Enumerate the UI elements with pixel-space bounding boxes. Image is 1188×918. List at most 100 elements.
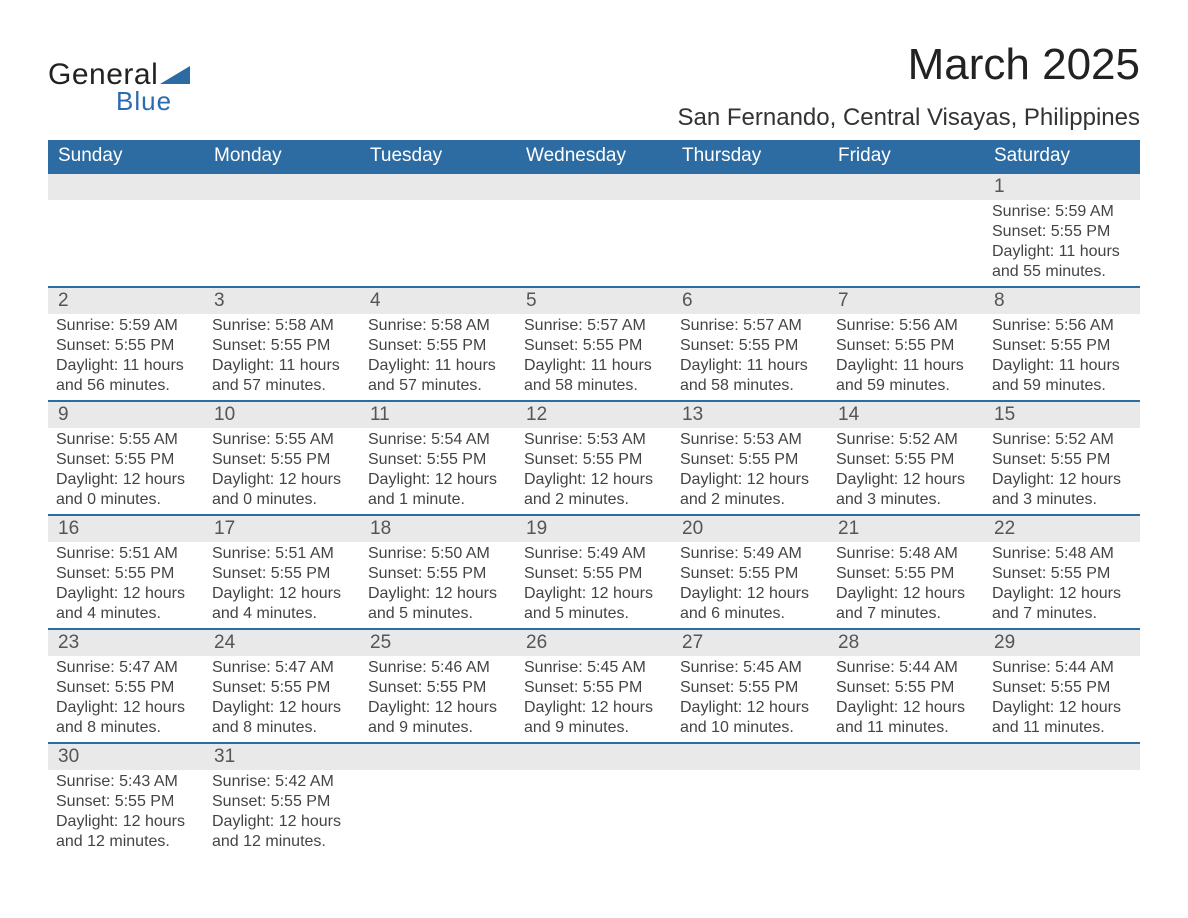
- daylight-line: Daylight: 12 hours and 2 minutes.: [524, 470, 664, 510]
- sunrise-line: Sunrise: 5:47 AM: [212, 658, 352, 678]
- sunrise-line: Sunrise: 5:55 AM: [56, 430, 196, 450]
- daylight-line: Daylight: 12 hours and 8 minutes.: [212, 698, 352, 738]
- day-number: 13: [672, 402, 828, 428]
- daylight-line: Daylight: 11 hours and 56 minutes.: [56, 356, 196, 396]
- day-detail: Sunrise: 5:51 AMSunset: 5:55 PMDaylight:…: [204, 542, 360, 628]
- sunrise-line: Sunrise: 5:52 AM: [836, 430, 976, 450]
- sunrise-line: Sunrise: 5:59 AM: [56, 316, 196, 336]
- sunset-line: Sunset: 5:55 PM: [992, 450, 1132, 470]
- sunrise-line: Sunrise: 5:44 AM: [992, 658, 1132, 678]
- sunset-line: Sunset: 5:55 PM: [368, 450, 508, 470]
- sunset-line: Sunset: 5:55 PM: [992, 222, 1132, 242]
- day-detail: [48, 200, 204, 206]
- daylight-line: Daylight: 11 hours and 58 minutes.: [680, 356, 820, 396]
- sunset-line: Sunset: 5:55 PM: [524, 678, 664, 698]
- day-detail: [360, 200, 516, 206]
- day-number: [672, 744, 828, 768]
- brand-line2: Blue: [116, 86, 172, 117]
- sunset-line: Sunset: 5:55 PM: [680, 564, 820, 584]
- day-header-row: Sunday Monday Tuesday Wednesday Thursday…: [48, 140, 1140, 173]
- daylight-line: Daylight: 11 hours and 55 minutes.: [992, 242, 1132, 282]
- sunset-line: Sunset: 5:55 PM: [56, 450, 196, 470]
- sunset-line: Sunset: 5:55 PM: [212, 336, 352, 356]
- daylight-line: Daylight: 12 hours and 8 minutes.: [56, 698, 196, 738]
- day-detail: Sunrise: 5:59 AMSunset: 5:55 PMDaylight:…: [48, 314, 204, 400]
- sunset-line: Sunset: 5:55 PM: [680, 450, 820, 470]
- day-header: Sunday: [48, 140, 204, 173]
- daylight-line: Daylight: 12 hours and 10 minutes.: [680, 698, 820, 738]
- daylight-line: Daylight: 11 hours and 59 minutes.: [836, 356, 976, 396]
- daylight-line: Daylight: 12 hours and 7 minutes.: [836, 584, 976, 624]
- daylight-line: Daylight: 12 hours and 11 minutes.: [992, 698, 1132, 738]
- sunset-line: Sunset: 5:55 PM: [212, 450, 352, 470]
- sunset-line: Sunset: 5:55 PM: [524, 564, 664, 584]
- day-detail: Sunrise: 5:46 AMSunset: 5:55 PMDaylight:…: [360, 656, 516, 742]
- sunrise-line: Sunrise: 5:51 AM: [212, 544, 352, 564]
- day-detail: [984, 770, 1140, 776]
- day-header: Saturday: [984, 140, 1140, 173]
- sunrise-line: Sunrise: 5:51 AM: [56, 544, 196, 564]
- sunrise-line: Sunrise: 5:47 AM: [56, 658, 196, 678]
- day-number: 22: [984, 516, 1140, 542]
- day-detail: Sunrise: 5:44 AMSunset: 5:55 PMDaylight:…: [828, 656, 984, 742]
- day-number: 11: [360, 402, 516, 428]
- sunset-line: Sunset: 5:55 PM: [992, 564, 1132, 584]
- sunset-line: Sunset: 5:55 PM: [368, 678, 508, 698]
- day-detail: Sunrise: 5:53 AMSunset: 5:55 PMDaylight:…: [672, 428, 828, 514]
- day-number: 28: [828, 630, 984, 656]
- day-number: 26: [516, 630, 672, 656]
- day-detail: Sunrise: 5:50 AMSunset: 5:55 PMDaylight:…: [360, 542, 516, 628]
- title-block: March 2025 San Fernando, Central Visayas…: [678, 40, 1141, 132]
- day-detail: Sunrise: 5:52 AMSunset: 5:55 PMDaylight:…: [984, 428, 1140, 514]
- day-number: 23: [48, 630, 204, 656]
- day-number: [360, 174, 516, 198]
- daylight-line: Daylight: 12 hours and 4 minutes.: [212, 584, 352, 624]
- daylight-line: Daylight: 11 hours and 57 minutes.: [212, 356, 352, 396]
- daylight-line: Daylight: 12 hours and 0 minutes.: [212, 470, 352, 510]
- daylight-line: Daylight: 12 hours and 1 minute.: [368, 470, 508, 510]
- day-detail: Sunrise: 5:56 AMSunset: 5:55 PMDaylight:…: [828, 314, 984, 400]
- detail-row: Sunrise: 5:59 AMSunset: 5:55 PMDaylight:…: [48, 200, 1140, 287]
- sunset-line: Sunset: 5:55 PM: [56, 564, 196, 584]
- day-number: [360, 744, 516, 768]
- brand-logo: General Blue: [48, 58, 190, 117]
- daynum-row: 9101112131415: [48, 401, 1140, 428]
- sunrise-line: Sunrise: 5:55 AM: [212, 430, 352, 450]
- day-detail: [672, 200, 828, 206]
- daylight-line: Daylight: 11 hours and 58 minutes.: [524, 356, 664, 396]
- day-detail: Sunrise: 5:48 AMSunset: 5:55 PMDaylight:…: [828, 542, 984, 628]
- sunrise-line: Sunrise: 5:42 AM: [212, 772, 352, 792]
- day-number: [516, 174, 672, 198]
- sunrise-line: Sunrise: 5:45 AM: [680, 658, 820, 678]
- day-number: 18: [360, 516, 516, 542]
- day-detail: Sunrise: 5:55 AMSunset: 5:55 PMDaylight:…: [48, 428, 204, 514]
- sunrise-line: Sunrise: 5:56 AM: [836, 316, 976, 336]
- day-number: 9: [48, 402, 204, 428]
- sunrise-line: Sunrise: 5:50 AM: [368, 544, 508, 564]
- daynum-row: 2345678: [48, 287, 1140, 314]
- day-number: 20: [672, 516, 828, 542]
- day-detail: Sunrise: 5:45 AMSunset: 5:55 PMDaylight:…: [516, 656, 672, 742]
- day-number: 25: [360, 630, 516, 656]
- day-number: 15: [984, 402, 1140, 428]
- daylight-line: Daylight: 12 hours and 12 minutes.: [212, 812, 352, 852]
- detail-row: Sunrise: 5:47 AM Sunset: 5:55 PM Daylight:…: [48, 656, 1140, 743]
- day-number: 31: [204, 744, 360, 770]
- detail-row: Sunrise: 5:51 AMSunset: 5:55 PMDaylight:…: [48, 542, 1140, 629]
- day-number: [984, 744, 1140, 768]
- sunset-line: Sunset: 5:55 PM: [836, 564, 976, 584]
- day-number: 6: [672, 288, 828, 314]
- day-detail: [204, 200, 360, 206]
- day-detail: Sunrise: 5:57 AMSunset: 5:55 PMDaylight:…: [516, 314, 672, 400]
- sunset-line: Sunset: 5:55 PM: [212, 564, 352, 584]
- sunrise-line: Sunrise: 5:53 AM: [524, 430, 664, 450]
- sunrise-line: Sunrise: 5:52 AM: [992, 430, 1132, 450]
- daynum-row: 23242526272829: [48, 629, 1140, 656]
- sunrise-line: Sunrise: 5:48 AM: [992, 544, 1132, 564]
- sunset-line: Sunset: 5:55 PM: [836, 450, 976, 470]
- detail-row: Sunrise: 5:55 AMSunset: 5:55 PMDaylight:…: [48, 428, 1140, 515]
- day-number: 8: [984, 288, 1140, 314]
- day-detail: Sunrise: 5:55 AMSunset: 5:55 PMDaylight:…: [204, 428, 360, 514]
- sunset-line: Sunset: 5:55 PM: [56, 792, 196, 812]
- sunrise-line: Sunrise: 5:49 AM: [680, 544, 820, 564]
